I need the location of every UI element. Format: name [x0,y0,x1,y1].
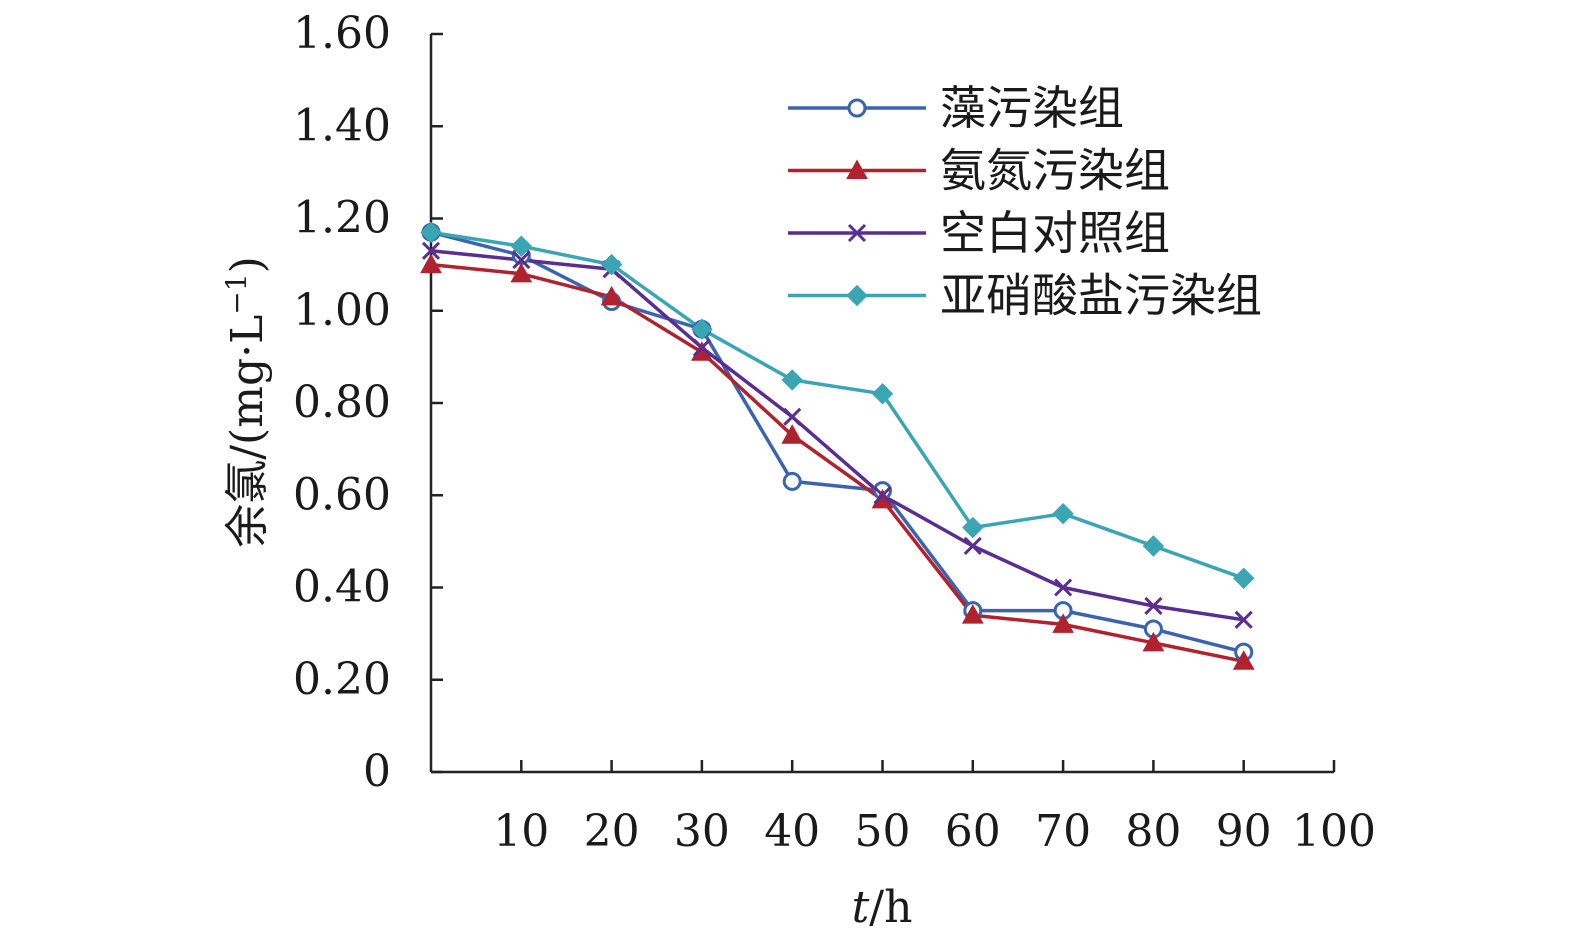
series-4-point [1232,567,1255,589]
series-2-point [961,604,984,624]
series-3-point [692,338,711,357]
series-line-2 [430,262,1245,664]
y-tick-label: 0.40 [293,562,391,613]
x-tick-label: 20 [584,806,640,857]
series-2-point [1232,650,1255,670]
series-3-point [1054,578,1073,597]
series-2-point [781,424,804,444]
series-2-point [600,285,623,306]
series-4-point [691,318,713,340]
series-1-point [782,471,802,491]
legend-marker [846,284,868,307]
y-axis-title: 余氯/(mg·L−1) [220,256,273,548]
series-3-point [421,241,441,260]
series-4-point [510,235,533,257]
series-3-point [963,536,982,556]
x-tick-label: 90 [1216,806,1272,857]
y-axis-label-close: ) [222,256,273,273]
series-4-point [1052,502,1074,525]
series-3-point [783,407,802,426]
x-tick-label: 50 [855,806,911,857]
x-tick-label: 30 [674,806,730,857]
series-4-point [420,221,442,244]
series-3-point [873,486,892,505]
series-4-point [962,516,984,539]
y-tick-label: 0 [363,746,391,797]
legend-marker [847,223,867,243]
x-axis-title: t/h [852,882,913,933]
series-4-point [600,253,623,276]
series-2-point [1142,631,1165,652]
y-tick-label: 1.60 [293,8,391,59]
series-3-point [512,250,531,270]
y-tick-label: 0.20 [293,654,391,705]
x-tick-label: 70 [1035,806,1091,857]
series-line-1 [430,230,1245,654]
series-4-point [781,369,803,391]
series-line-3 [430,249,1244,622]
x-axis-unit: /h [869,882,912,933]
legend-label: 亚硝酸盐污染组 [940,269,1262,323]
x-tick-label: 40 [764,806,820,857]
y-tick-label: 0.80 [293,377,391,428]
y-axis-label-superscript: −1 [220,273,253,314]
x-tick-label: 80 [1125,806,1181,857]
legend-marker [846,159,868,179]
y-tick-label: 1.00 [293,285,391,336]
legend-label: 空白对照组 [940,206,1170,260]
x-axis-variable: t [852,882,870,933]
series-4-point [1142,535,1165,557]
series-3-point [1234,610,1253,629]
y-tick-label: 0.60 [293,469,391,520]
legend-marker [847,98,867,118]
x-tick-label: 60 [945,806,1001,857]
series-line-4 [430,230,1245,580]
y-tick-label: 1.40 [293,100,391,151]
series-2-point [420,253,442,274]
legend-label: 氨氮污染组 [940,144,1170,198]
y-tick-label: 1.20 [293,193,391,244]
legend-label: 藻污染组 [940,81,1124,135]
series-3-point [1144,596,1163,616]
axes: 0 0.20 0.40 0.60 0.80 1.00 1.20 1.40 1.60 10 20 30 4… [293,8,1376,857]
series-2-point [510,262,533,283]
series-layer [420,221,1255,670]
series-4-point [871,383,894,405]
x-tick-label: 10 [493,806,549,857]
x-tick-label: 100 [1292,806,1376,857]
series-2-point [1052,613,1074,633]
y-axis-label-main: 余氯/(mg·L [222,315,273,548]
